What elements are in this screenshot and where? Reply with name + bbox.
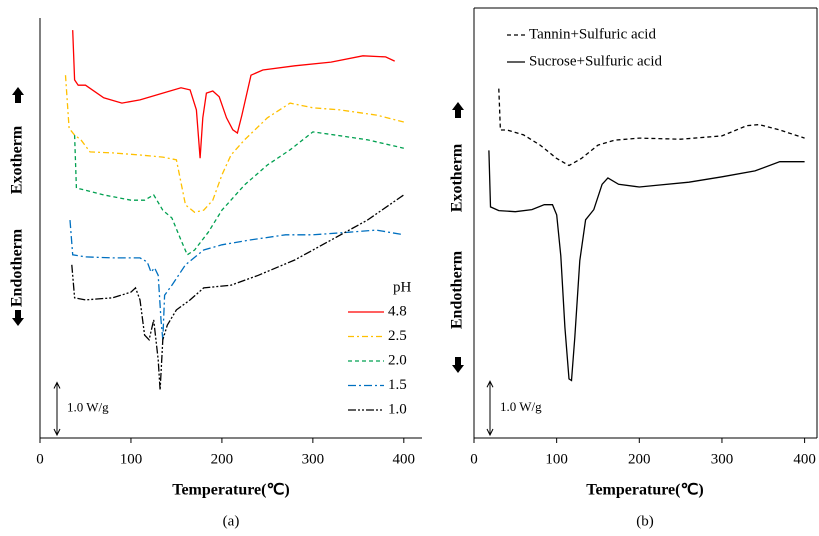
x-tick-label: 400 <box>393 451 416 467</box>
scale-bar-label: 1.0 W/g <box>67 400 109 415</box>
y-label-bottom: Endotherm <box>9 228 26 307</box>
legend-label: 2.5 <box>388 328 407 344</box>
legend-label: Tannin+Sulfuric acid <box>529 26 656 42</box>
series-line <box>64 75 404 214</box>
x-tick-label: 0 <box>470 451 478 467</box>
arrow-up <box>12 87 24 103</box>
y-label-top: Exotherm <box>9 125 26 194</box>
x-axis-label: Temperature(℃) <box>586 482 704 499</box>
panel-label: (b) <box>636 513 654 529</box>
legend-label: 1.5 <box>388 377 407 393</box>
series-line <box>488 150 805 382</box>
legend-label: Sucrose+Sulfuric acid <box>529 53 663 69</box>
series-line <box>69 220 404 340</box>
series-line <box>498 88 805 167</box>
x-tick-label: 200 <box>211 451 234 467</box>
series-line <box>73 131 404 256</box>
scale-arrow <box>53 381 61 389</box>
scale-arrow <box>486 428 494 437</box>
scale-arrow <box>53 428 61 437</box>
x-tick-label: 0 <box>36 451 44 467</box>
x-tick-label: 200 <box>628 451 651 467</box>
arrow-down <box>12 310 24 326</box>
arrow-up <box>452 102 464 118</box>
scale-arrow <box>486 380 494 388</box>
scale-bar-label: 1.0 W/g <box>500 399 542 414</box>
series-line <box>71 194 405 391</box>
series-line <box>72 30 395 159</box>
x-axis-label: Temperature(℃) <box>172 482 290 499</box>
legend-label: 1.0 <box>388 401 407 417</box>
x-tick-label: 100 <box>545 451 568 467</box>
y-label-bottom: Endotherm <box>449 250 466 329</box>
legend-title: pH <box>393 279 412 295</box>
legend-label: 2.0 <box>388 352 407 368</box>
legend-label: 4.8 <box>388 303 407 319</box>
x-tick-label: 300 <box>711 451 734 467</box>
x-tick-label: 300 <box>302 451 325 467</box>
y-label-top: Exotherm <box>449 143 466 212</box>
arrow-down <box>452 357 464 373</box>
x-tick-label: 400 <box>793 451 816 467</box>
panel-label: (a) <box>223 513 240 529</box>
x-tick-label: 100 <box>120 451 143 467</box>
